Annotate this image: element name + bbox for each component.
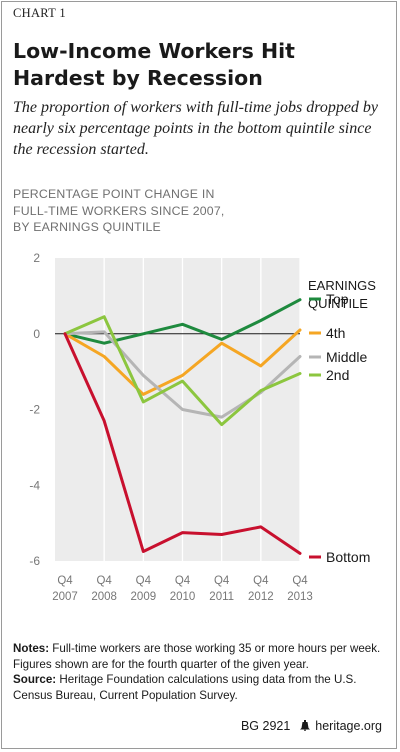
x-tick-label: 2009 <box>131 591 157 603</box>
y-axis-label-line: PERCENTAGE POINT CHANGE IN <box>13 187 215 201</box>
liberty-bell-icon <box>299 720 310 731</box>
x-tick-label: 2010 <box>170 591 196 603</box>
y-axis-label-line: BY EARNINGS QUINTILE <box>13 220 161 234</box>
x-tick-label: 2011 <box>209 591 234 603</box>
x-tick-label: 2007 <box>52 591 78 603</box>
y-tick-label: -2 <box>29 403 40 417</box>
x-tick-label: Q4 <box>253 575 269 587</box>
x-tick-label: 2012 <box>248 591 274 603</box>
y-axis-label-line: FULL-TIME WORKERS SINCE 2007, <box>13 203 225 218</box>
legend-label-bottom: Bottom <box>326 549 370 565</box>
x-tick-label: Q4 <box>96 575 112 587</box>
y-tick-label: -6 <box>29 554 40 568</box>
chart-subtitle: The proportion of workers with full-time… <box>13 99 379 158</box>
legend-label-4th: 4th <box>326 325 345 341</box>
plot-area <box>55 258 300 561</box>
x-tick-label: Q4 <box>214 575 230 587</box>
legend-label-top: Top <box>326 291 349 307</box>
footer: BG 2921 heritage.org <box>241 719 382 733</box>
y-tick-label: 2 <box>33 251 40 265</box>
legend-title: QUINTILE <box>308 296 368 311</box>
legend-title: EARNINGS <box>308 278 376 293</box>
y-axis-label: PERCENTAGE POINT CHANGE IN FULL-TIME WOR… <box>13 186 313 236</box>
notes-text: Full-time workers are those working 35 o… <box>13 642 381 671</box>
y-tick-label: 0 <box>33 327 40 341</box>
site-name: heritage.org <box>315 719 382 733</box>
source-text: Heritage Foundation calculations using d… <box>13 673 357 702</box>
notes-label: Notes: <box>13 642 50 655</box>
x-tick-label: Q4 <box>292 575 308 587</box>
series-line-top <box>63 298 302 345</box>
chart-number-label: CHART 1 <box>13 6 66 20</box>
report-code: BG 2921 <box>240 719 291 733</box>
x-tick-label: Q4 <box>175 575 191 587</box>
x-tick-label: Q4 <box>57 575 73 587</box>
x-tick-label: 2008 <box>91 591 117 603</box>
y-tick-label: -4 <box>29 478 40 492</box>
source-label: Source: <box>13 673 57 686</box>
series-line-bottom <box>63 332 302 555</box>
x-tick-label: Q4 <box>136 575 152 587</box>
legend-label-2nd: 2nd <box>326 367 349 383</box>
series-line-4th <box>63 328 302 396</box>
notes-block: Notes: Full-time workers are those worki… <box>13 641 385 703</box>
series-line-2nd <box>63 315 302 427</box>
chart-title: Low-Income Workers Hit Hardest by Recess… <box>13 39 295 90</box>
legend-label-middle: Middle <box>326 349 367 365</box>
x-tick-label: 2013 <box>287 591 313 603</box>
